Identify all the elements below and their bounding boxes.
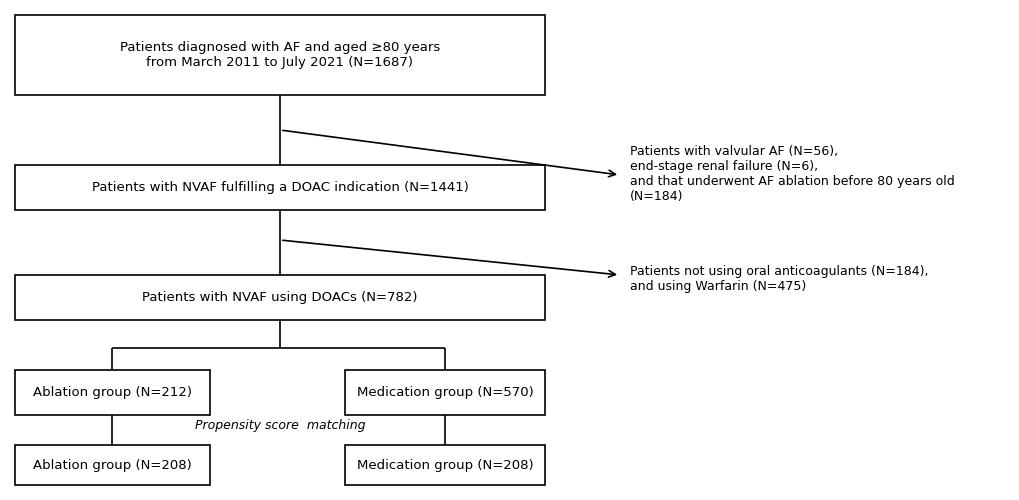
Text: Propensity score  matching: Propensity score matching [195, 419, 365, 432]
Text: Ablation group (N=208): Ablation group (N=208) [33, 458, 192, 471]
Text: Ablation group (N=212): Ablation group (N=212) [33, 386, 192, 399]
Text: Patients not using oral anticoagulants (N=184),
and using Warfarin (N=475): Patients not using oral anticoagulants (… [630, 265, 927, 293]
Bar [15, 275, 544, 320]
Text: Patients with NVAF using DOACs (N=782): Patients with NVAF using DOACs (N=782) [142, 291, 418, 304]
Text: Patients diagnosed with AF and aged ≥80 years
from March 2011 to July 2021 (N=16: Patients diagnosed with AF and aged ≥80 … [120, 41, 439, 69]
Text: Patients with NVAF fulfilling a DOAC indication (N=1441): Patients with NVAF fulfilling a DOAC ind… [92, 181, 468, 194]
Text: Medication group (N=208): Medication group (N=208) [357, 458, 533, 471]
Bar [15, 165, 544, 210]
Bar [344, 445, 544, 485]
Bar [15, 15, 544, 95]
Bar [344, 370, 544, 415]
Text: Patients with valvular AF (N=56),
end-stage renal failure (N=6),
and that underw: Patients with valvular AF (N=56), end-st… [630, 145, 954, 203]
Bar [15, 370, 210, 415]
Bar [15, 445, 210, 485]
Text: Medication group (N=570): Medication group (N=570) [357, 386, 533, 399]
